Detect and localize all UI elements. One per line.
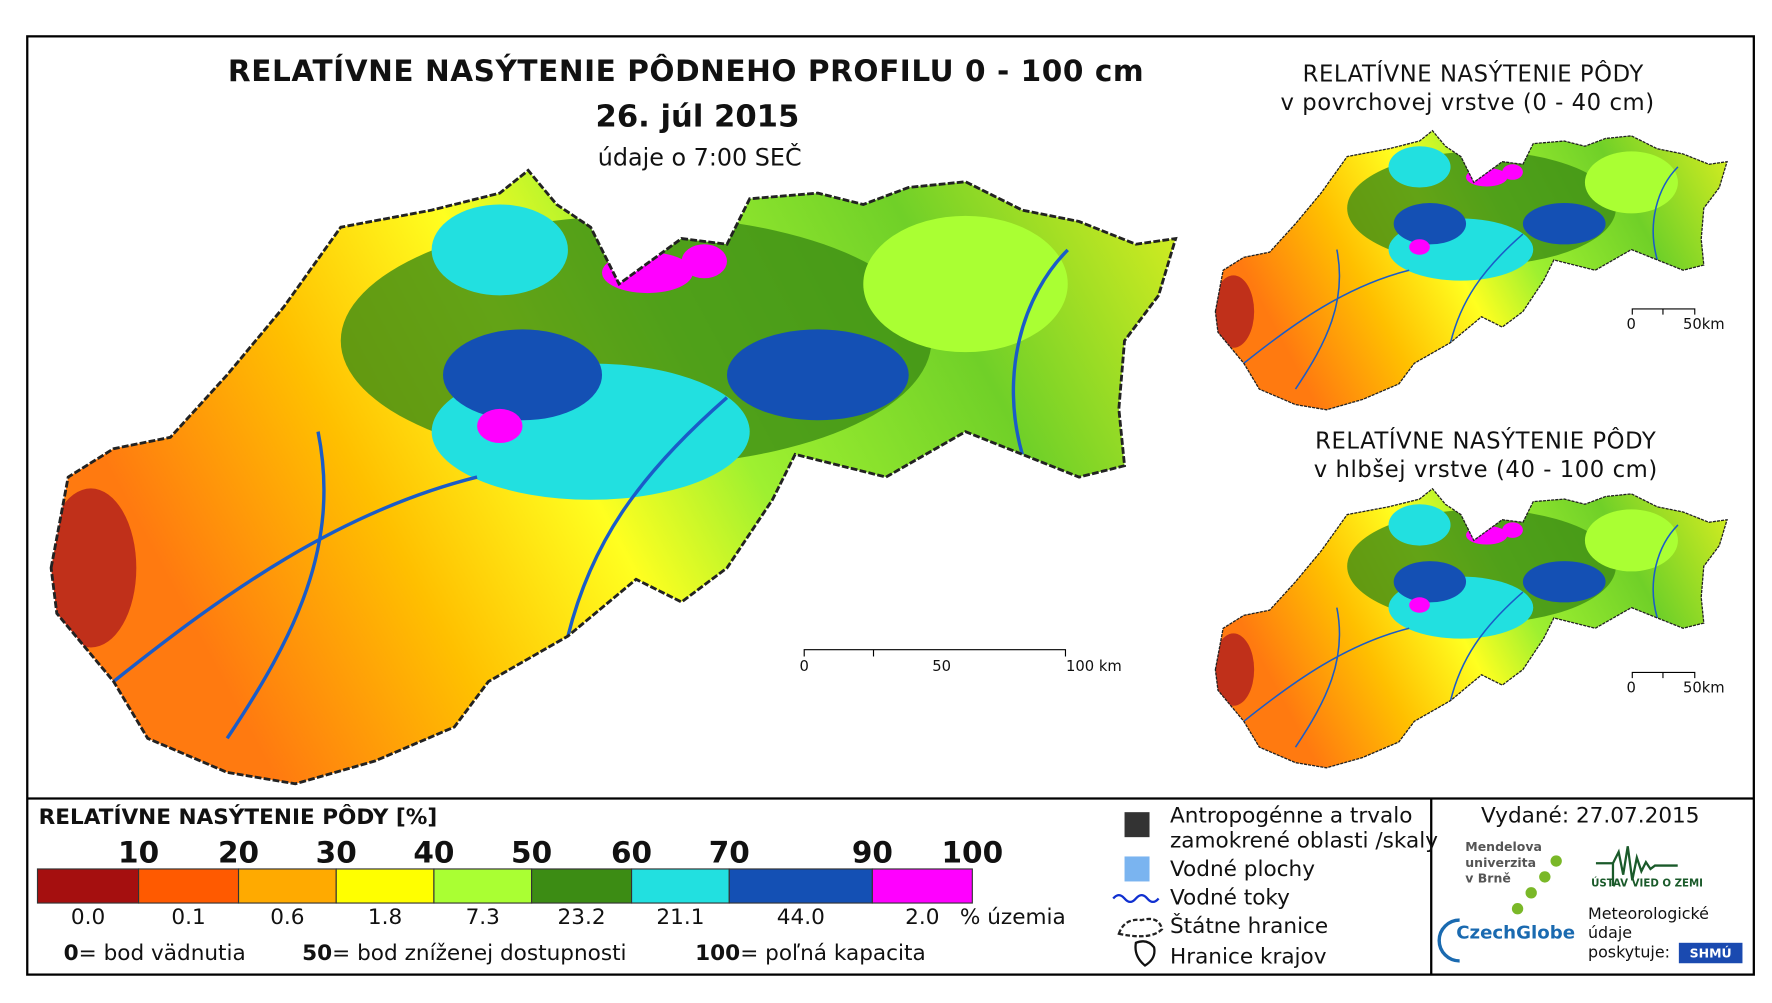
scale-label: 50km [1683, 679, 1725, 696]
note-key: 50 [302, 941, 332, 966]
logo-uvz [1595, 846, 1678, 887]
symbol-water [1124, 856, 1150, 882]
legend-share: 0.0 [71, 905, 105, 930]
scale-bar [1631, 308, 1696, 315]
inset-subtitle: v hlbšej vrstve (40 - 100 cm) [1314, 457, 1658, 483]
legend-break: 100 [942, 836, 1004, 870]
credit: poskytuje: [1588, 943, 1670, 962]
inset-title: RELATÍVNE NASÝTENIE PÔDY [1303, 59, 1644, 87]
legend-swatch [728, 868, 873, 904]
legend-swatch [871, 868, 973, 904]
note-text: = bod vädnutia [79, 941, 246, 966]
logo-dots [1511, 855, 1562, 915]
credit: ÚSTAV VIED O ZEMI [1591, 877, 1703, 890]
date: 26. júl 2015 [596, 100, 800, 135]
legend-share: 2.0 [905, 905, 939, 930]
legend-swatch [237, 868, 337, 904]
note-key: 100 [695, 941, 740, 966]
symbol-label: Vodné plochy [1170, 857, 1315, 882]
legend-break: 90 [852, 836, 893, 870]
credit: SHMÚ [1690, 946, 1732, 961]
legend-title: RELATÍVNE NASÝTENIE PÔDY [%] [39, 804, 438, 830]
legend-note: 0= bod vädnutia [64, 941, 246, 966]
legend-break: 70 [709, 836, 750, 870]
scale-label: 50km [1683, 316, 1725, 333]
legend-share: 23.2 [558, 905, 606, 930]
legend-share: 21.1 [656, 905, 704, 930]
legend-share: 1.8 [368, 905, 402, 930]
symbol-border [1117, 917, 1164, 938]
scale-label: 100 km [1066, 658, 1122, 675]
title: RELATÍVNE NASÝTENIE PÔDNEHO PROFILU 0 - … [228, 52, 1144, 88]
inset-subtitle: v povrchovej vrstve (0 - 40 cm) [1281, 90, 1655, 116]
symbol-label: Antropogénne a trvalo [1170, 804, 1412, 829]
symbol-region [1134, 940, 1156, 967]
legend-break: 50 [511, 836, 552, 870]
inset-title: RELATÍVNE NASÝTENIE PÔDY [1315, 426, 1656, 454]
legend-swatch [36, 868, 140, 904]
symbol-label: Štátne hranice [1170, 913, 1328, 939]
legend-break: 60 [611, 836, 652, 870]
legend-swatch [531, 868, 633, 904]
note-text: = poľná kapacita [740, 941, 926, 966]
legend-break: 30 [316, 836, 357, 870]
legend-break: 10 [118, 836, 159, 870]
logo-arc [1437, 918, 1460, 963]
scale-bar [803, 649, 1067, 657]
symbol-label: zamokrené oblasti /skaly [1170, 829, 1438, 854]
scale-label: 0 [1626, 316, 1635, 333]
credit: Mendelova [1465, 839, 1542, 854]
time-note: údaje o 7:00 SEČ [598, 144, 802, 172]
issued: Vydané: 27.07.2015 [1481, 804, 1699, 829]
legend-share: 7.3 [466, 905, 500, 930]
note-key: 0 [64, 941, 79, 966]
logo-shmu [1678, 942, 1743, 964]
shares-unit: % územia [960, 905, 1066, 930]
scale-bar [1631, 671, 1696, 679]
credit: univerzita [1465, 855, 1536, 870]
legend-note: 50= bod zníženej dostupnosti [302, 941, 626, 966]
symbol-urban [1124, 812, 1150, 838]
symbol-label: Hranice krajov [1170, 945, 1327, 970]
legend-note: 100= poľná kapacita [695, 941, 926, 966]
legend-share: 0.6 [270, 905, 304, 930]
legend-swatch [138, 868, 240, 904]
legend-break: 40 [413, 836, 454, 870]
credit: údaje [1588, 923, 1632, 942]
credit: CzechGlobe [1456, 923, 1575, 944]
legend-share: 0.1 [171, 905, 205, 930]
legend-break: 20 [218, 836, 259, 870]
credit: v Brně [1465, 871, 1511, 886]
credit: Meteorologické [1588, 904, 1709, 923]
legend-swatch [335, 868, 435, 904]
legend-swatch [433, 868, 533, 904]
legend-share: 44.0 [777, 905, 825, 930]
symbol-river [1112, 893, 1160, 904]
legend-swatch [630, 868, 730, 904]
symbol-label: Vodné toky [1170, 885, 1290, 910]
scale-label: 50 [932, 658, 951, 675]
scale-label: 0 [800, 658, 809, 675]
scale-label: 0 [1626, 679, 1635, 696]
note-text: = bod zníženej dostupnosti [332, 941, 626, 966]
